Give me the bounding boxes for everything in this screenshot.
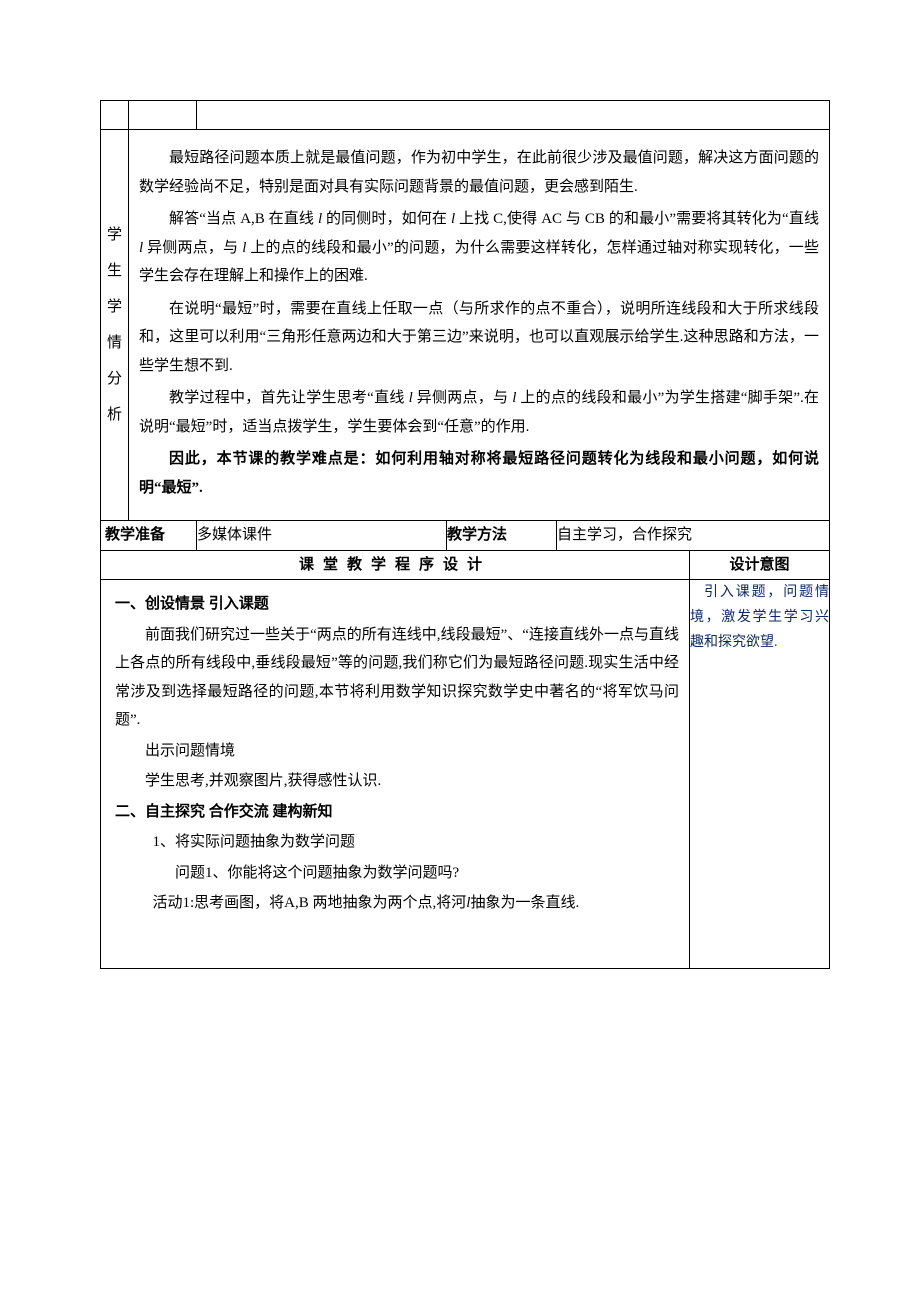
text: 异侧两点，与 xyxy=(413,390,512,406)
side-char: 析 xyxy=(101,397,128,433)
lesson-h2: 二、自主探究 合作交流 建构新知 xyxy=(115,798,679,827)
cell-empty xyxy=(129,101,197,130)
prep-label: 教学准备 xyxy=(101,521,197,551)
program-title: 课堂教学程序设计 xyxy=(101,550,690,580)
section-title-row: 课堂教学程序设计 设计意图 xyxy=(101,550,830,580)
prep-value: 多媒体课件 xyxy=(197,521,447,551)
document-page: 学 生 学 情 分 析 最短路径问题本质上就是最值问题，作为初中学生，在此前很少… xyxy=(0,0,920,1302)
side-char: 生 xyxy=(101,253,128,289)
lesson-row: 一、创设情景 引入课题 前面我们研究过一些关于“两点的所有连线中,线段最短”、“… xyxy=(101,580,830,969)
lesson-p6: 活动1:思考画图，将A,B 两地抽象为两个点,将河l抽象为一条直线. xyxy=(115,889,679,918)
text: 的同侧时，如何在 xyxy=(322,211,451,227)
analysis-p5-difficulty: 因此，本节课的教学难点是：如何利用轴对称将最短路径问题转化为线段和最小问题，如何… xyxy=(139,445,819,502)
text: 活动1:思考画图，将A,B 两地抽象为两个点,将河 xyxy=(153,895,467,911)
analysis-p1: 最短路径问题本质上就是最值问题，作为初中学生，在此前很少涉及最值问题，解决这方面… xyxy=(139,144,819,201)
intent-p1: 引入课题，问题情境，激发学生学习兴趣和探究欲望. xyxy=(690,580,829,656)
lesson-p3: 学生思考,并观察图片,获得感性认识. xyxy=(115,767,679,796)
side-char: 情 xyxy=(101,325,128,361)
design-intent-cell: 引入课题，问题情境，激发学生学习兴趣和探究欲望. xyxy=(690,580,830,969)
intent-title: 设计意图 xyxy=(690,550,830,580)
text: 上找 C,使得 AC 与 CB 的和最小”需要将其转化为“直线 xyxy=(455,211,819,227)
analysis-side-label: 学 生 学 情 分 析 xyxy=(101,130,129,521)
side-char: 分 xyxy=(101,361,128,397)
analysis-row: 学 生 学 情 分 析 最短路径问题本质上就是最值问题，作为初中学生，在此前很少… xyxy=(101,130,830,521)
analysis-content: 最短路径问题本质上就是最值问题，作为初中学生，在此前很少涉及最值问题，解决这方面… xyxy=(129,130,829,520)
table-header-row xyxy=(101,101,830,130)
side-char: 学 xyxy=(101,289,128,325)
text: 教学过程中，首先让学生思考“直线 xyxy=(169,390,409,406)
cell-empty xyxy=(101,101,129,130)
analysis-content-cell: 最短路径问题本质上就是最值问题，作为初中学生，在此前很少涉及最值问题，解决这方面… xyxy=(129,130,830,521)
lesson-plan-table: 学 生 学 情 分 析 最短路径问题本质上就是最值问题，作为初中学生，在此前很少… xyxy=(100,100,830,969)
lesson-p2: 出示问题情境 xyxy=(115,737,679,766)
lesson-p1: 前面我们研究过一些关于“两点的所有连线中,线段最短”、“连接直线外一点与直线上各… xyxy=(115,621,679,735)
lesson-p5: 问题1、你能将这个问题抽象为数学问题吗? xyxy=(115,859,679,888)
analysis-p2: 解答“当点 A,B 在直线 l 的同侧时，如何在 l 上找 C,使得 AC 与 … xyxy=(139,205,819,291)
spacer xyxy=(115,920,679,960)
lesson-body: 一、创设情景 引入课题 前面我们研究过一些关于“两点的所有连线中,线段最短”、“… xyxy=(101,580,689,968)
method-label: 教学方法 xyxy=(447,521,557,551)
text: 异侧两点，与 xyxy=(143,240,242,256)
prep-label-text: 教学准备 xyxy=(101,527,165,543)
lesson-p4: 1、将实际问题抽象为数学问题 xyxy=(115,828,679,857)
cell-empty xyxy=(197,101,830,130)
text: 抽象为一条直线. xyxy=(470,895,579,911)
lesson-h1: 一、创设情景 引入课题 xyxy=(115,590,679,619)
method-value: 自主学习，合作探究 xyxy=(557,521,830,551)
text: 解答“当点 A,B 在直线 xyxy=(169,211,318,227)
analysis-p4: 教学过程中，首先让学生思考“直线 l 异侧两点，与 l 上的点的线段和最小”为学… xyxy=(139,384,819,441)
side-char: 学 xyxy=(101,217,128,253)
prep-row: 教学准备 多媒体课件 教学方法 自主学习，合作探究 xyxy=(101,521,830,551)
lesson-body-cell: 一、创设情景 引入课题 前面我们研究过一些关于“两点的所有连线中,线段最短”、“… xyxy=(101,580,690,969)
analysis-p3: 在说明“最短”时，需要在直线上任取一点（与所求作的点不重合），说明所连线段和大于… xyxy=(139,295,819,381)
